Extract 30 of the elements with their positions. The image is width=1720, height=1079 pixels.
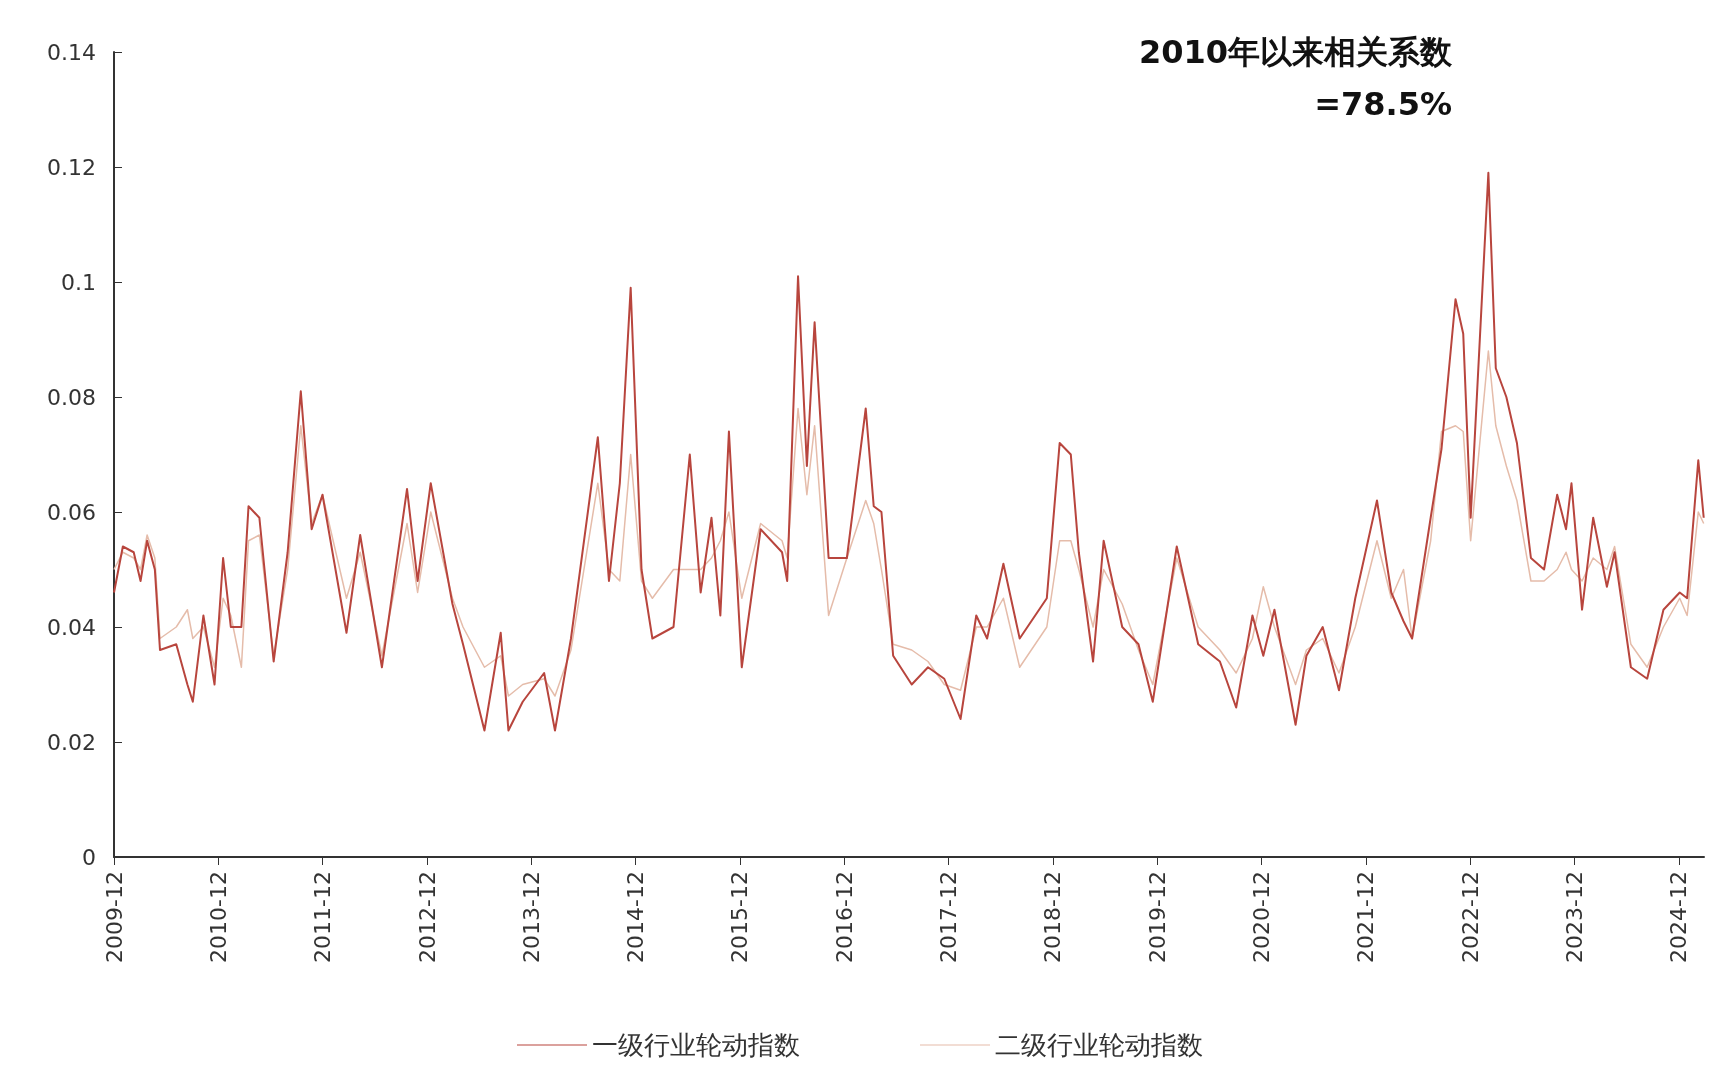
x-tick-label: 2012-12 (414, 871, 440, 963)
y-tick-label: 0.08 (47, 384, 96, 410)
annotation: 2010年以来相关系数 (1138, 33, 1453, 71)
legend-label: 一级行业轮动指数 (592, 1030, 800, 1060)
x-tick-label: 2010-12 (205, 871, 231, 963)
x-tick-label: 2009-12 (101, 871, 127, 963)
y-tick-label: 0.02 (47, 729, 96, 755)
y-tick-label: 0.12 (47, 154, 96, 180)
legend-label: 二级行业轮动指数 (995, 1030, 1203, 1060)
line-series (113, 171, 1705, 732)
x-tick-label: 2014-12 (623, 871, 649, 963)
x-tick-label: 2018-12 (1040, 871, 1066, 963)
x-tick-label: 2023-12 (1561, 871, 1587, 963)
x-tick-label: 2013-12 (518, 871, 544, 963)
x-tick-label: 2024-12 (1666, 871, 1692, 963)
x-tick-label: 2017-12 (936, 871, 962, 963)
y-tick-label: 0.1 (61, 269, 96, 295)
y-tick-label: 0.06 (47, 499, 96, 525)
x-tick-label: 2020-12 (1249, 871, 1275, 963)
x-tick-label: 2015-12 (727, 871, 753, 963)
y-tick-label: 0.04 (47, 614, 96, 640)
line-series (113, 350, 1705, 697)
y-tick-label: 0.14 (47, 39, 96, 65)
x-tick-label: 2019-12 (1144, 871, 1170, 963)
annotation: =78.5% (1314, 85, 1452, 123)
x-tick-label: 2016-12 (831, 871, 857, 963)
x-tick-label: 2011-12 (310, 871, 335, 963)
y-tick-label: 0 (82, 844, 96, 870)
x-tick-label: 2021-12 (1353, 871, 1379, 963)
x-tick-label: 2022-12 (1457, 871, 1483, 963)
